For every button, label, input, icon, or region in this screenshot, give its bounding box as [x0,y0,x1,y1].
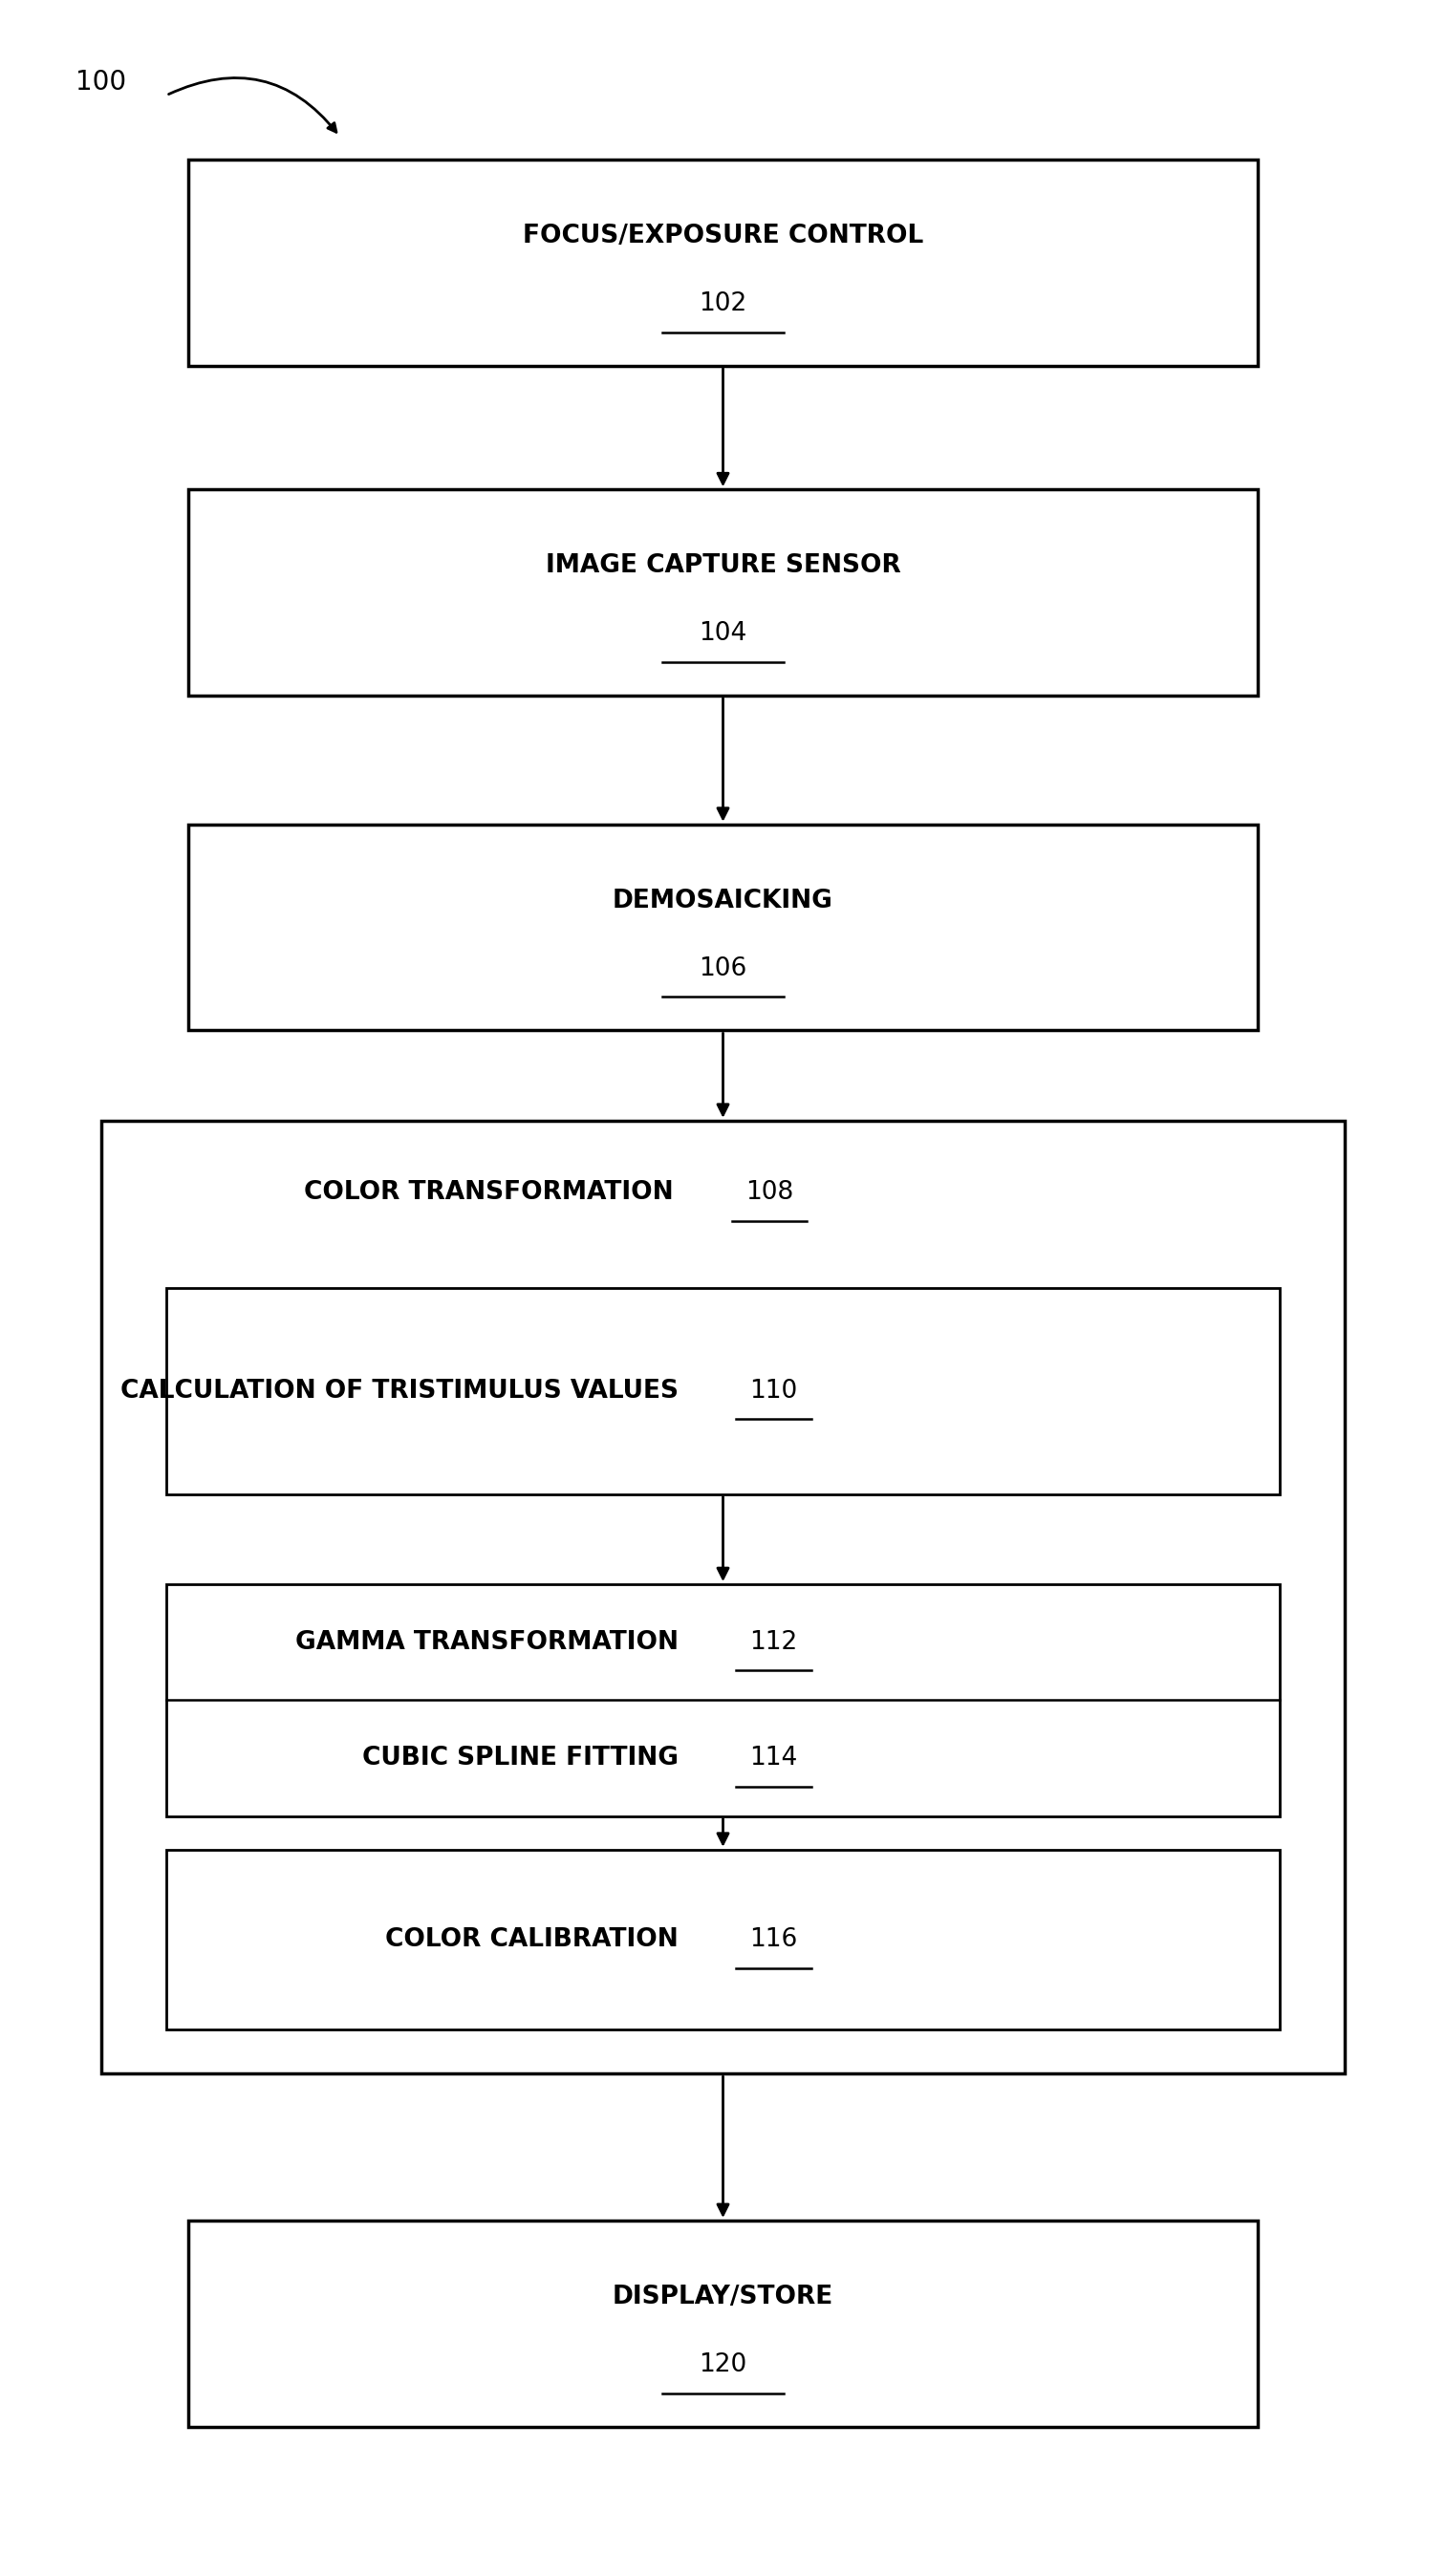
Text: DISPLAY/STORE: DISPLAY/STORE [613,2285,833,2308]
FancyBboxPatch shape [188,824,1258,1030]
Text: 116: 116 [749,1927,798,1953]
Text: COLOR TRANSFORMATION: COLOR TRANSFORMATION [304,1180,683,1206]
Text: 108: 108 [745,1180,794,1206]
Text: GAMMA TRANSFORMATION: GAMMA TRANSFORMATION [295,1631,687,1654]
Text: CALCULATION OF TRISTIMULUS VALUES: CALCULATION OF TRISTIMULUS VALUES [120,1378,687,1404]
FancyBboxPatch shape [188,2221,1258,2427]
FancyBboxPatch shape [188,160,1258,366]
FancyBboxPatch shape [188,489,1258,696]
Text: COLOR CALIBRATION: COLOR CALIBRATION [385,1927,687,1953]
Text: 104: 104 [698,621,748,647]
Text: 110: 110 [749,1378,798,1404]
Text: CUBIC SPLINE FITTING: CUBIC SPLINE FITTING [362,1747,687,1770]
FancyBboxPatch shape [101,1121,1345,2074]
Text: FOCUS/EXPOSURE CONTROL: FOCUS/EXPOSURE CONTROL [522,224,924,247]
FancyBboxPatch shape [166,1288,1280,1494]
Text: 102: 102 [698,291,748,317]
Text: 112: 112 [749,1631,798,1654]
Text: 114: 114 [749,1747,798,1770]
Text: 120: 120 [698,2352,748,2378]
Text: IMAGE CAPTURE SENSOR: IMAGE CAPTURE SENSOR [545,554,901,577]
Text: 106: 106 [698,956,748,981]
Text: 100: 100 [75,70,127,95]
FancyBboxPatch shape [166,1584,1280,1816]
FancyBboxPatch shape [166,1850,1280,2030]
Text: DEMOSAICKING: DEMOSAICKING [613,889,833,912]
